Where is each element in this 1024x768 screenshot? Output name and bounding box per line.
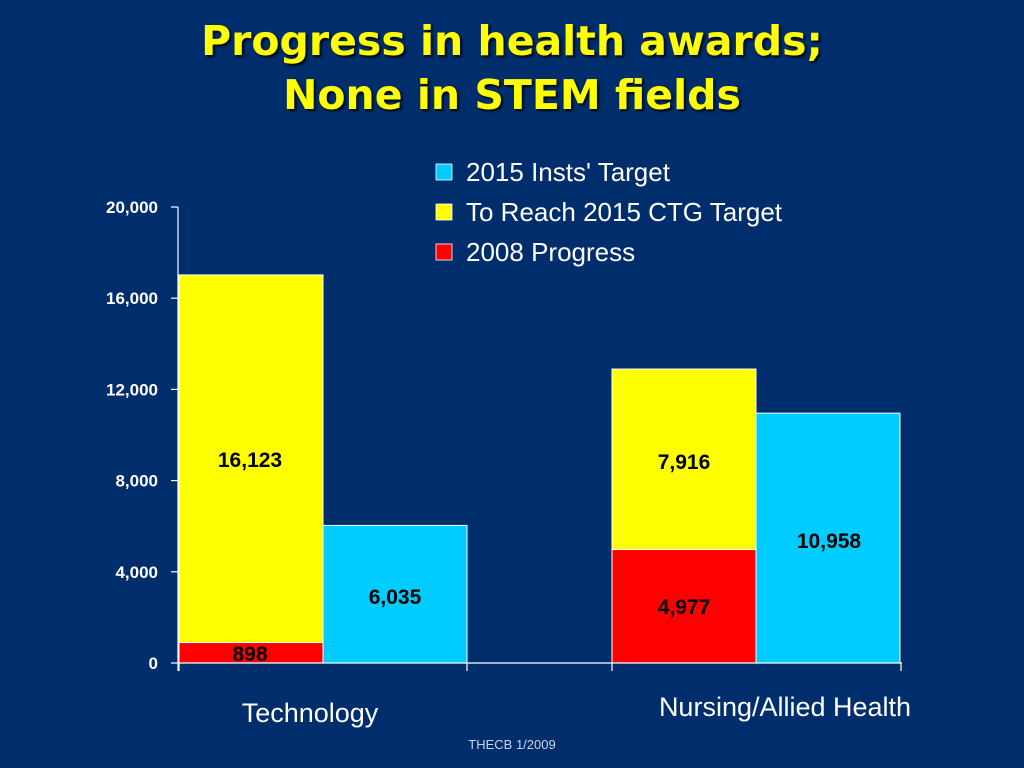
legend-swatch: [435, 243, 453, 261]
title-line-1: Progress in health awards;: [201, 17, 823, 65]
legend-label: To Reach 2015 CTG Target: [466, 197, 783, 227]
legend-label: 2008 Progress: [466, 237, 635, 267]
y-tick-label: 8,000: [115, 472, 158, 491]
x-category-label: Nursing/Allied Health: [659, 692, 911, 722]
x-category-label: Technology: [242, 698, 379, 728]
data-label-technology-to-reach: 16,123: [218, 449, 282, 472]
legend-swatch: [435, 203, 453, 221]
y-tick-label: 12,000: [106, 380, 158, 399]
y-tick-label: 0: [149, 654, 158, 673]
y-tick-label: 4,000: [115, 563, 158, 582]
bar-technology-to-reach: [178, 274, 324, 644]
legend-swatch: [435, 163, 453, 181]
footer-source: THECB 1/2009: [468, 737, 556, 752]
data-label-nursing-2008-progress: 4,977: [658, 596, 711, 619]
data-label-nursing-insts-target: 10,958: [797, 530, 862, 553]
y-tick-label: 20,000: [106, 198, 158, 217]
data-label-technology-insts-target: 6,035: [369, 586, 422, 609]
legend-label: 2015 Insts' Target: [466, 157, 671, 187]
y-tick-label: 16,000: [106, 289, 158, 308]
title-line-2: None in STEM fields: [283, 71, 741, 119]
data-label-technology-2008-progress: 898: [232, 643, 267, 666]
bar-nursing-to-reach: [611, 368, 757, 551]
data-label-nursing-to-reach: 7,916: [658, 451, 711, 474]
slide-title: Progress in health awards; None in STEM …: [0, 14, 1024, 122]
